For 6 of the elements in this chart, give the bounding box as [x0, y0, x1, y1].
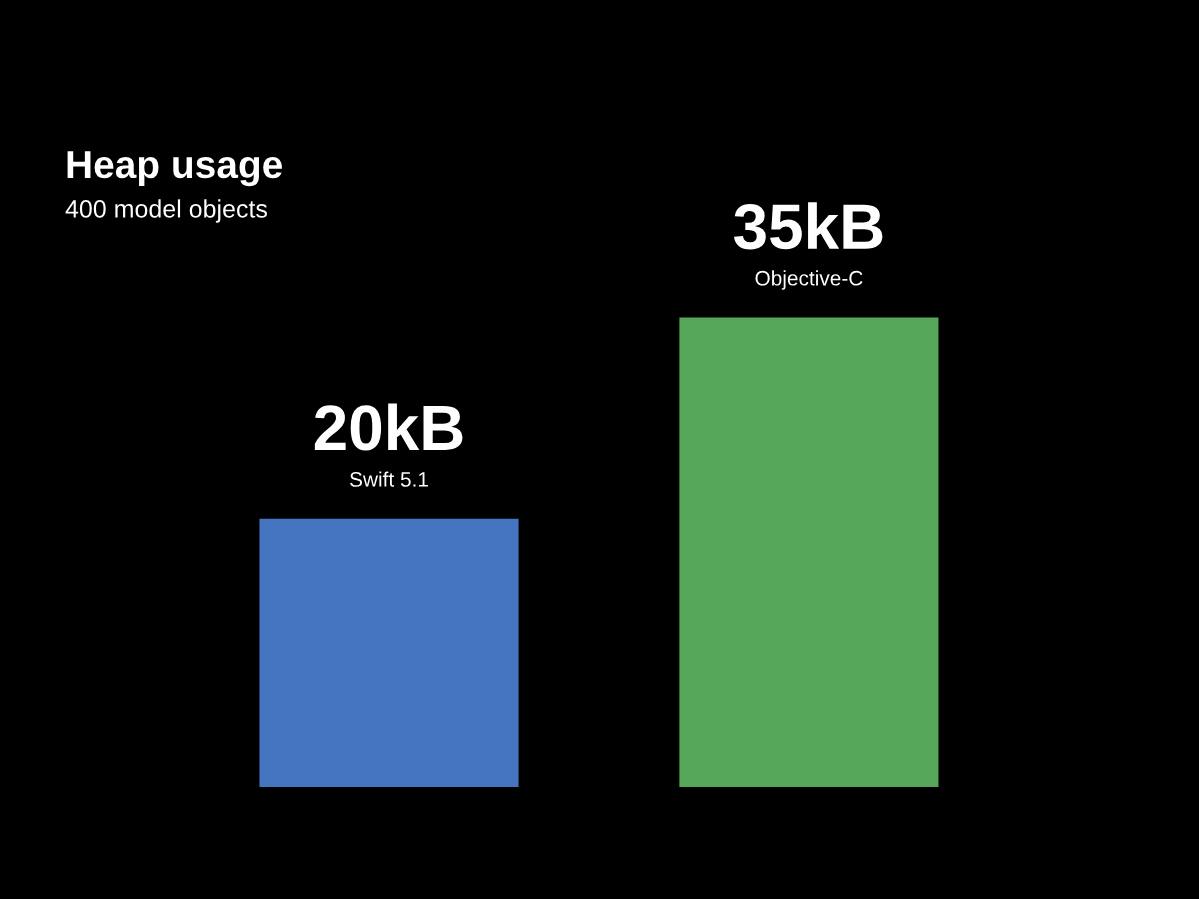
x-tick-label: Swift 5.1	[350, 471, 428, 487]
data-label: 20kB	[314, 403, 463, 451]
chart-subtitle: 400 model objects	[65, 199, 267, 223]
x-tick-label: Objective-C	[755, 270, 863, 290]
chart-title: Heap usage	[67, 151, 282, 187]
data-label: 35kB	[734, 202, 883, 250]
